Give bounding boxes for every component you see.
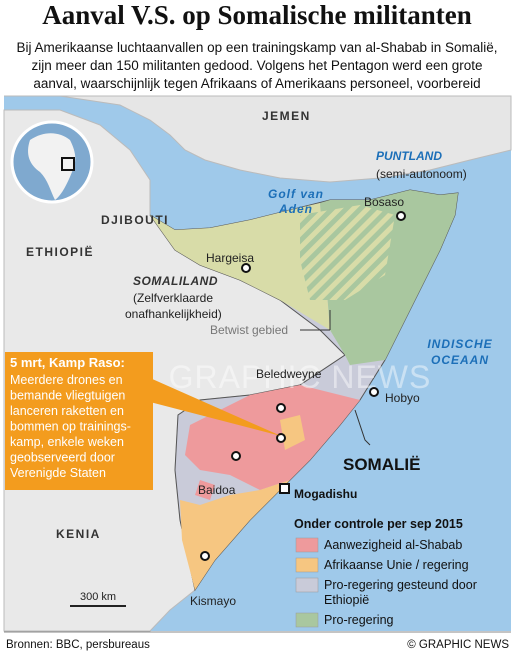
african-union-region [180,415,305,590]
region-note: (Zelfverklaarde [133,291,213,305]
country-label: KENIA [56,527,101,541]
leader-line [354,409,371,446]
strike-marker [276,433,286,443]
callout-line: lanceren raketten en [10,404,124,418]
legend-label: Afrikaanse Unie / regering [324,558,469,572]
legend-swatch [295,557,319,573]
callout: 5 mrt, Kamp Raso: Meerdere drones en bema… [5,352,281,490]
scale-label: 300 km [80,591,116,603]
legend-swatch [295,537,319,553]
city-marker [231,451,241,461]
alshabab-region [185,385,360,490]
country-label: DJIBOUTI [101,213,169,227]
watermark: GRAPHIC NEWS [169,359,432,395]
legend-swatch [295,612,319,628]
city-marker [276,403,286,413]
callout-line: bommen op trainings- [10,420,131,434]
alshabab-region [195,440,262,500]
legend-swatch [295,577,319,593]
city-marker [200,551,210,561]
sea-label-line: OCEAAN [431,353,489,367]
legend-title: Onder controle per sep 2015 [294,517,463,531]
title: Aanval V.S. op Somalische militanten [42,0,472,30]
footer-credit: © GRAPHIC NEWS [407,639,509,651]
city-marker [241,263,251,273]
region-note: onafhankelijkheid) [125,307,222,321]
locator-globe [10,120,94,204]
legend-label: Ethiopië [324,593,369,607]
city-label: Kismayo [190,594,236,608]
callout-heading: 5 mrt, Kamp Raso: [10,355,125,370]
city-marker [396,211,406,221]
callout-line: geobserveerd door [10,451,115,465]
sea-label-line: Golf van [268,187,324,201]
callout-line: bemande vliegtuigen [10,389,125,403]
callout-line: kamp, enkele weken [10,435,124,449]
legend-label: Pro-regering [324,613,394,627]
subtitle-line: Bij Amerikaanse luchtaanvallen op een tr… [16,40,497,55]
region-label: SOMALILAND [133,274,218,288]
capital-marker [279,483,290,494]
country-label: SOMALIË [343,455,420,474]
legend-label: Pro-regering gesteund door [324,578,477,592]
city-label: Beledweyne [256,367,322,381]
somaliland-region [150,203,330,330]
disputed-label: Betwist gebied [210,323,288,337]
region-label: PUNTLAND [376,149,442,163]
city-marker [369,387,379,397]
capital-label: Mogadishu [294,487,357,501]
callout-pointer [150,378,281,436]
callout-line: Verenigde Staten [10,466,106,480]
city-label: Bosaso [364,195,404,209]
subtitle-line: aanval, waarschijnlijk tegen Afrikaans o… [33,76,480,91]
city-label: Baidoa [198,483,236,497]
city-label: Hobyo [385,391,420,405]
region-note: (semi-autonoom) [376,167,467,181]
city-label: Hargeisa [206,251,254,265]
cities [200,211,406,561]
legend-label: Aanwezigheid al-Shabab [324,538,462,552]
legend: Onder controle per sep 2015 Aanwezigheid… [294,517,477,628]
callout-box [5,352,153,490]
callout-line: Meerdere drones en [10,373,123,387]
sea-label-line: INDISCHE [427,337,492,351]
arabia-land [4,95,512,183]
country-label: ETHIOPIË [26,244,94,259]
country-label: JEMEN [262,109,311,123]
sea-label-line: Aden [278,202,313,216]
sea-label: INDISCHE OCEAAN [427,337,492,367]
subtitle-line: zijn meer dan 150 militanten gedood. Vol… [31,58,482,73]
footer-source: Bronnen: BBC, persbureaus [6,639,150,651]
sea-label: Golf van Aden [268,187,324,216]
disputed-region [300,205,395,300]
map [3,95,512,632]
